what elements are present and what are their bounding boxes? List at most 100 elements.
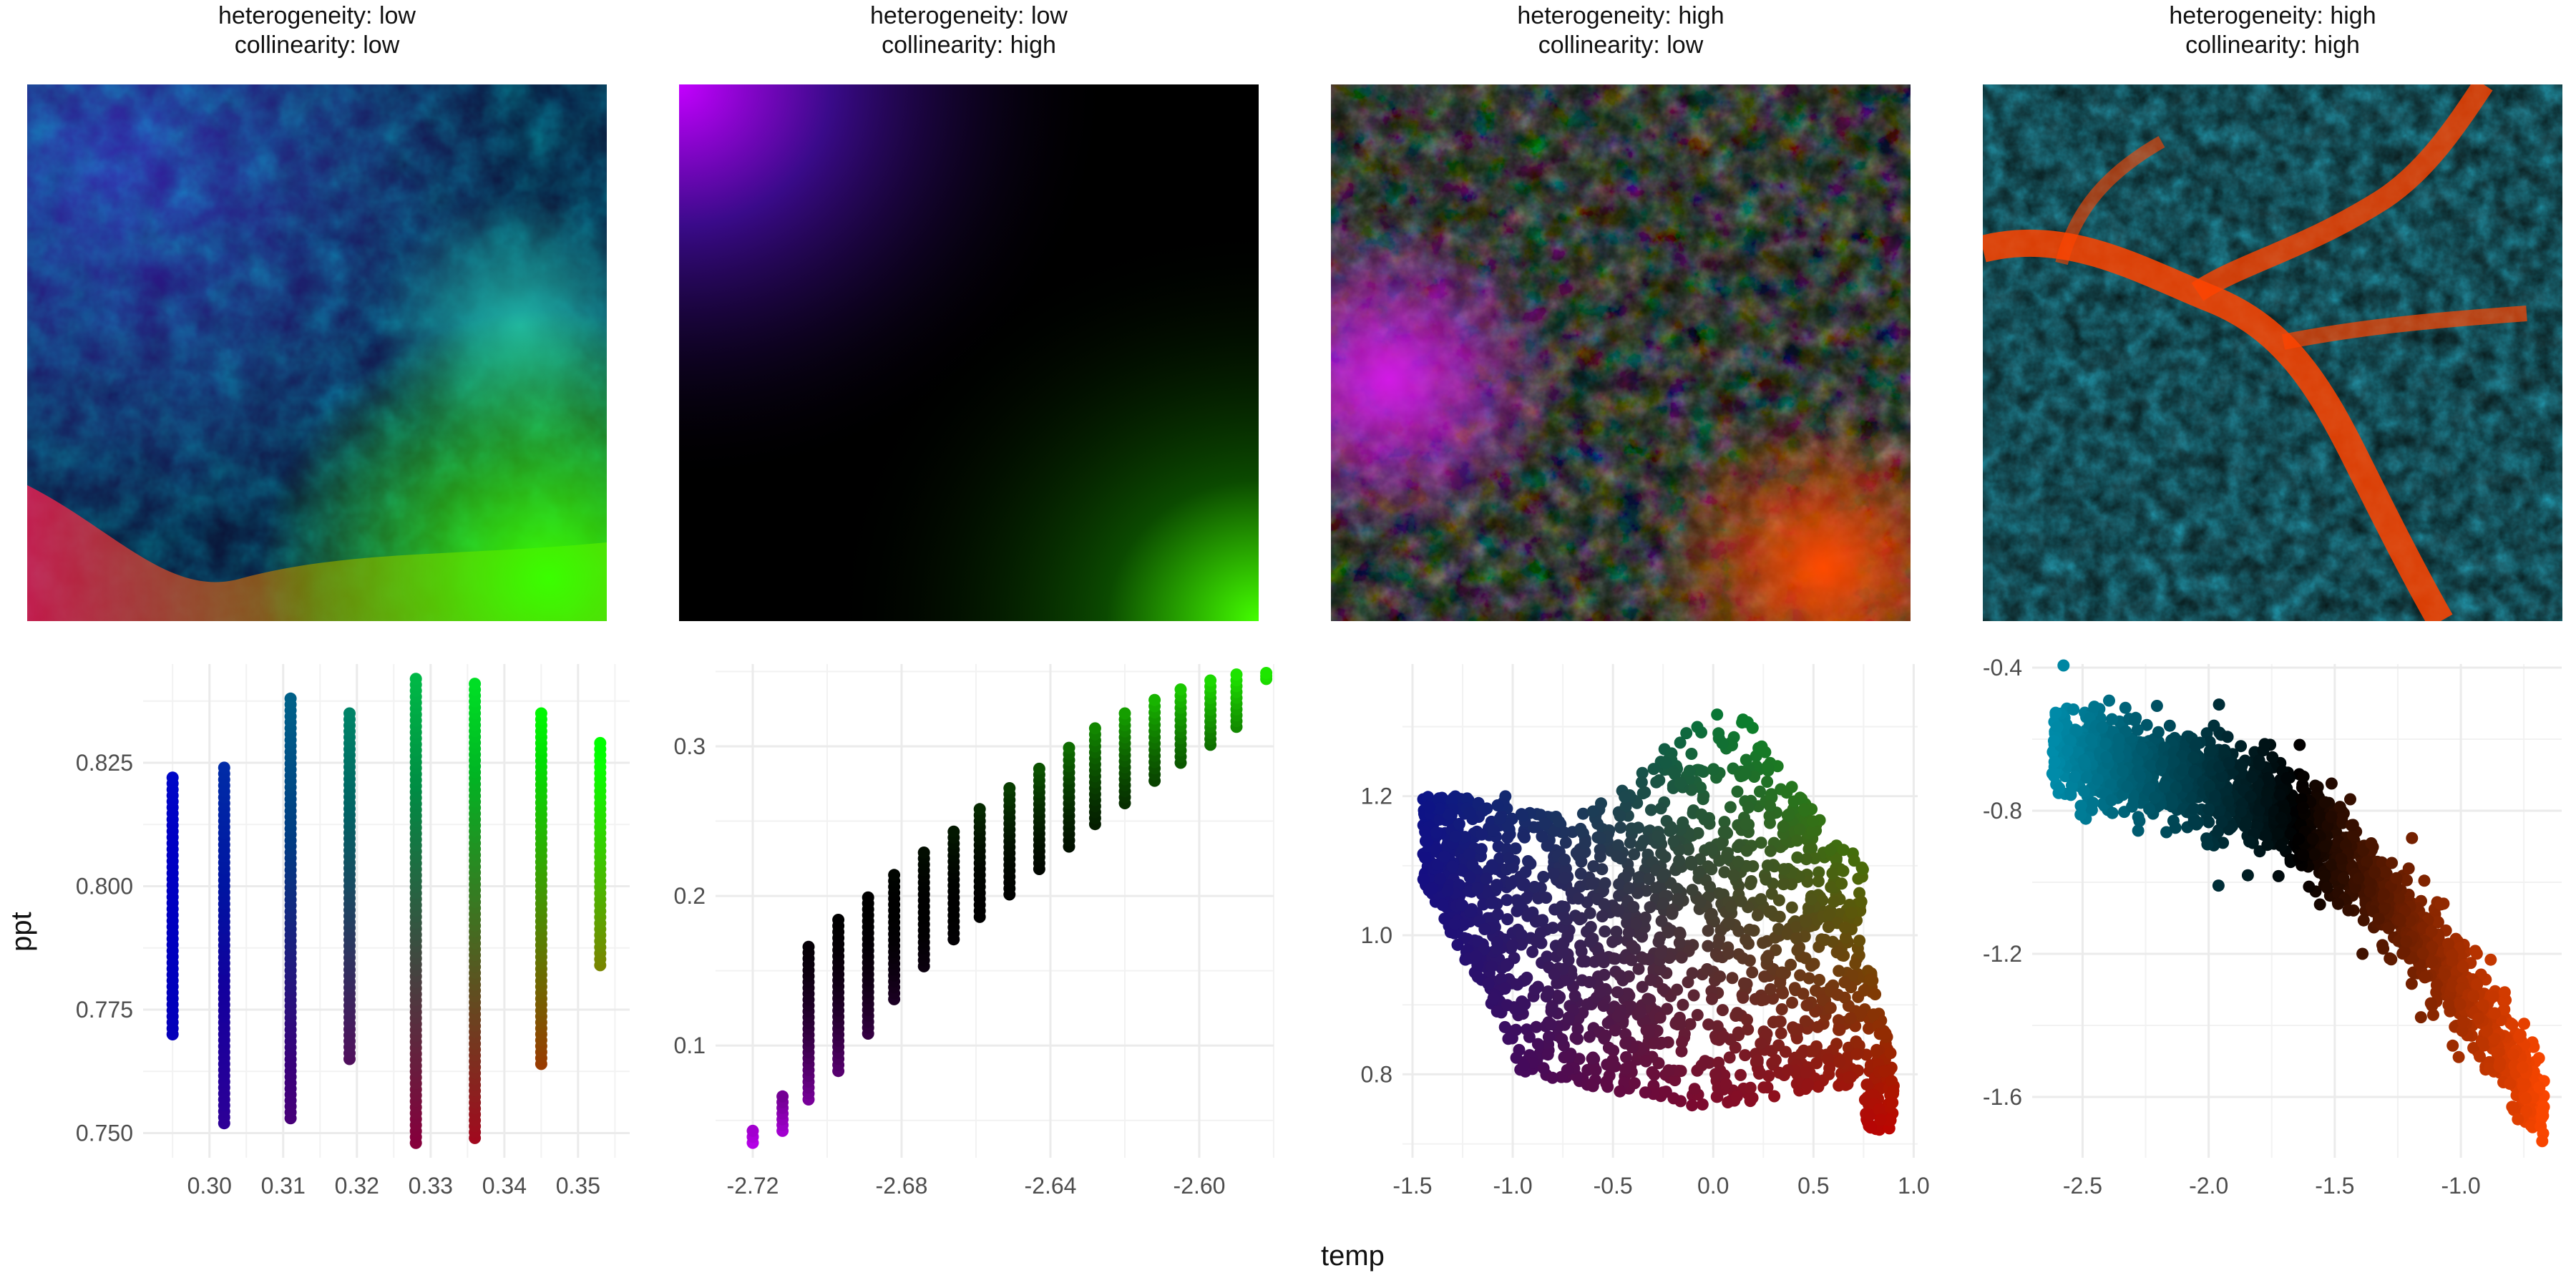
data-point (2051, 721, 2064, 733)
data-point (1853, 935, 1866, 947)
data-point (1740, 844, 1753, 857)
data-point (2266, 751, 2279, 763)
data-point (1475, 843, 1488, 856)
data-point (1553, 815, 1566, 828)
data-point (1680, 727, 1693, 740)
data-point (2426, 955, 2439, 968)
data-point (1500, 960, 1513, 972)
scatter-plot-1: 0.30 0.31 0.32 0.33 0.34 0.35 0.750 0.775 0.800 0… (0, 657, 644, 1215)
data-point (1644, 804, 1657, 816)
data-point (1230, 668, 1243, 681)
data-point (1487, 824, 1500, 837)
data-point (1417, 873, 1430, 886)
data-point (1828, 895, 1840, 908)
data-point (1675, 1045, 1688, 1058)
data-point (1639, 1055, 1652, 1068)
data-point (832, 914, 845, 926)
data-point (1464, 905, 1477, 918)
x-tick-label: 0.33 (409, 1173, 453, 1199)
data-point (1677, 998, 1689, 1011)
data-point (2519, 1092, 2532, 1105)
data-point (2405, 977, 2418, 990)
scatter-svg-1: 0.30 0.31 0.32 0.33 0.34 0.35 0.750 0.775 0.800 0… (76, 664, 630, 1199)
data-point (1702, 890, 1715, 903)
data-point (1791, 1023, 1804, 1036)
data-point (2077, 785, 2090, 798)
data-point (1493, 812, 1506, 825)
data-point (1260, 667, 1273, 679)
data-point (2063, 734, 2076, 746)
data-point (1884, 1047, 1897, 1060)
data-point (2293, 833, 2306, 845)
data-point (2212, 761, 2225, 774)
data-point (1737, 952, 1750, 965)
data-point (1731, 785, 1744, 798)
x-tick-label: -1.5 (1392, 1173, 1432, 1199)
y-tick-label: 0.2 (674, 883, 706, 909)
data-point (1619, 1037, 1632, 1050)
data-point (1730, 1090, 1743, 1103)
panel-title-2: heterogeneity: low collinearity: high (679, 1, 1259, 60)
data-point (1661, 1002, 1674, 1015)
data-point (1774, 977, 1787, 989)
data-point (1762, 950, 1775, 962)
data-point (1509, 1003, 1522, 1015)
data-point (1548, 968, 1561, 981)
data-point (1446, 860, 1459, 873)
data-point (1718, 866, 1731, 879)
data-point (1657, 983, 1669, 995)
data-point (1742, 1023, 1755, 1036)
data-point (2474, 1050, 2486, 1063)
data-point (1692, 866, 1705, 879)
data-point (2536, 1105, 2549, 1118)
data-point (2258, 738, 2271, 751)
data-point (1669, 1074, 1682, 1087)
data-point (1823, 909, 1836, 922)
data-point (2303, 880, 2316, 893)
data-point (1620, 1051, 1632, 1063)
data-point (2506, 1018, 2519, 1031)
data-point (1793, 824, 1806, 836)
data-point (1559, 836, 1572, 849)
data-point (1599, 877, 1611, 889)
data-point (2103, 694, 2115, 707)
data-point (2402, 862, 2415, 875)
data-point (1498, 982, 1511, 995)
data-point (2467, 990, 2480, 1002)
data-point (2357, 844, 2370, 857)
data-point (2471, 978, 2484, 991)
data-point (2321, 882, 2333, 894)
data-point (1709, 1068, 1722, 1080)
data-point (2414, 1011, 2427, 1024)
y-tick-label: 0.800 (76, 874, 133, 899)
data-point (1739, 767, 1752, 780)
data-point (1674, 927, 1687, 940)
data-point (2273, 789, 2286, 801)
data-point (1740, 753, 1752, 766)
data-point (1867, 1008, 1880, 1021)
data-point (1527, 821, 1540, 834)
data-point (2212, 806, 2225, 819)
data-point (1755, 836, 1767, 849)
data-point (1697, 793, 1709, 806)
data-point (1775, 1027, 1787, 1040)
data-point (2099, 737, 2112, 750)
y-tick-label: 0.750 (76, 1121, 133, 1146)
data-point (1760, 873, 1772, 886)
data-point (1611, 986, 1624, 999)
y-tick-label: -1.2 (1983, 941, 2022, 967)
data-point (1858, 984, 1870, 997)
data-point (1545, 1018, 1557, 1031)
data-point (2484, 953, 2497, 966)
data-point (1800, 915, 1813, 928)
data-point (2272, 869, 2285, 882)
data-point (1518, 997, 1531, 1010)
x-tick-label: -2.72 (727, 1173, 779, 1199)
data-point (1737, 991, 1750, 1004)
data-point (1503, 852, 1516, 864)
data-point (1705, 863, 1718, 876)
data-point (1810, 1057, 1823, 1070)
data-point (1671, 882, 1683, 895)
data-point (1587, 860, 1600, 873)
x-tick-label: 0.35 (556, 1173, 600, 1199)
